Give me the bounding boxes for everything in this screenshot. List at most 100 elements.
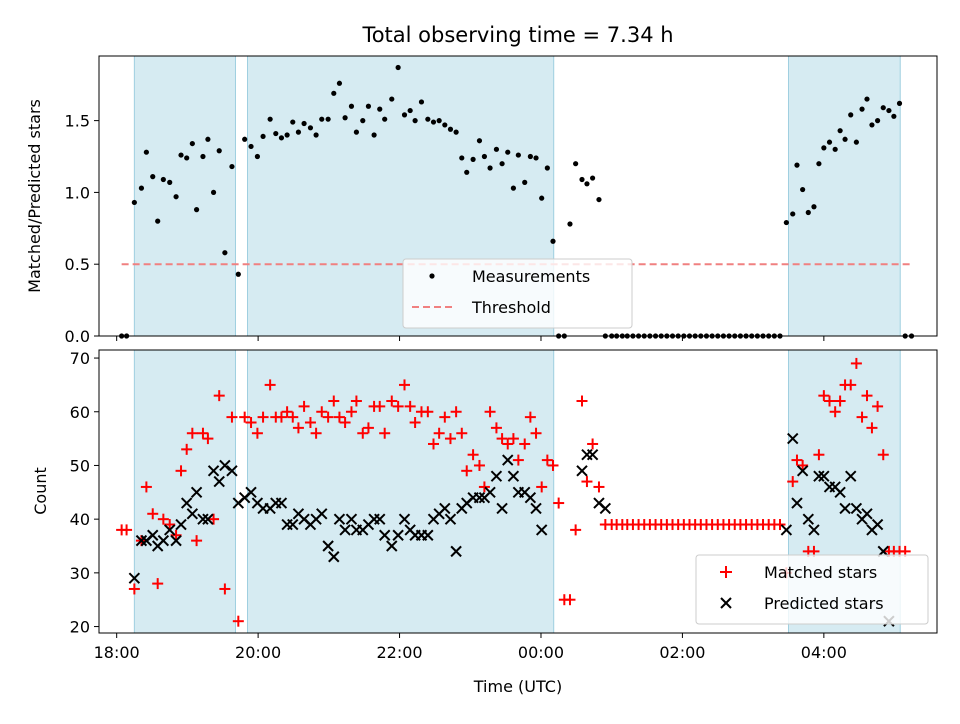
measurement-point: [401, 112, 408, 118]
measurement-point: [567, 221, 573, 227]
matched-star-point: [797, 459, 809, 471]
measurement-point: [842, 136, 848, 142]
bottom-y-ticks: 20 30 40 50 60 70: [70, 349, 99, 637]
predicted-star-point: [871, 518, 884, 531]
measurement-point: [481, 153, 488, 160]
predicted-star-point: [245, 486, 257, 499]
measurement-point: [184, 155, 190, 161]
matched-star-point: [322, 411, 334, 423]
measurement-point: [896, 100, 903, 106]
legend-matched-label: Matched stars: [764, 563, 877, 582]
measurement-point: [205, 136, 211, 142]
measurement-point: [395, 64, 401, 71]
predicted-star-point: [861, 508, 873, 520]
matched-star-point: [507, 433, 519, 445]
measurement-point: [407, 107, 413, 114]
predicted-star-point: [386, 540, 398, 552]
bottom-panel: 20 30 40 50 60 70 18:00 20:00 22:00 00:00 02:00 04…: [31, 349, 938, 696]
x-tick-label: 02:00: [659, 643, 705, 662]
measurement-point: [510, 185, 517, 191]
matched-star-point: [536, 481, 548, 493]
measurement-point: [821, 145, 827, 151]
measurement-point: [826, 139, 833, 145]
matched-star-point: [219, 583, 231, 595]
measurement-point: [389, 96, 395, 102]
matched-star-point: [866, 422, 878, 434]
measurement-point: [837, 128, 843, 134]
predicted-star-point: [787, 432, 799, 445]
chart-title: Total observing time = 7.34 h: [361, 23, 673, 47]
matched-star-point: [339, 416, 351, 428]
measurement-point: [336, 80, 343, 86]
predicted-star-point: [213, 475, 225, 488]
matched-star-point: [422, 406, 434, 418]
matched-star-point: [409, 416, 421, 428]
bottom-legend: Matched stars Predicted stars: [695, 554, 929, 625]
matched-star-point: [872, 400, 884, 412]
measurement-point: [173, 194, 179, 200]
matched-star-point: [524, 411, 536, 423]
top-panel: 0.0 0.5 1.0 1.5 Total observing time = 7.34…: [25, 23, 938, 346]
measurement-point: [382, 116, 388, 122]
predicted-star-point: [164, 524, 176, 536]
matched-star-point: [791, 454, 803, 466]
measurement-point: [348, 103, 355, 109]
measurement-point: [360, 118, 366, 124]
measurement-point: [447, 126, 454, 132]
measurement-point: [573, 161, 579, 167]
measurement-point: [499, 161, 505, 167]
measurement-point: [853, 139, 859, 145]
matched-star-point: [202, 433, 214, 445]
predicted-star-point: [219, 459, 231, 472]
measurement-point: [284, 132, 290, 138]
predicted-star-point: [180, 497, 193, 509]
matched-star-point: [287, 411, 299, 423]
matched-star-point: [553, 497, 565, 509]
measurement-point: [371, 132, 377, 138]
predicted-star-point: [473, 491, 486, 504]
x-tick-label: 20:00: [235, 643, 281, 662]
matched-star-point: [593, 481, 605, 493]
matched-star-point: [208, 513, 220, 525]
matched-star-point: [427, 438, 439, 450]
predicted-star-point: [796, 465, 809, 477]
matched-star-point: [444, 433, 456, 445]
measurement-point: [816, 161, 822, 167]
matched-star-point: [275, 411, 287, 423]
x-axis-label: Time (UTC): [473, 677, 562, 696]
predicted-star-point: [392, 529, 404, 541]
predicted-star-point: [535, 524, 548, 536]
measurement-point: [425, 116, 431, 122]
measurement-point: [493, 146, 500, 152]
predicted-star-point: [170, 534, 182, 547]
matched-star-point: [576, 395, 588, 407]
measurement-point: [832, 146, 838, 152]
matched-star-point: [281, 406, 293, 418]
measurement-point: [267, 116, 273, 122]
measurement-point: [377, 106, 383, 112]
predicted-star-point: [524, 491, 537, 504]
measurement-point: [891, 113, 897, 119]
matched-star-point: [157, 513, 169, 525]
measurement-point: [436, 118, 442, 124]
predicted-star-point: [490, 470, 503, 482]
measurement-point: [533, 155, 539, 161]
predicted-star-point: [333, 513, 346, 525]
predicted-star-point: [197, 513, 209, 525]
measurement-point: [874, 118, 881, 124]
matched-star-point: [496, 433, 508, 445]
measurement-point: [590, 175, 596, 181]
matched-star-point: [824, 395, 836, 407]
measurement-point: [550, 238, 556, 244]
matched-star-point: [213, 390, 225, 402]
measurement-point: [365, 103, 372, 109]
measurement-point: [584, 181, 590, 187]
x-tick-label: 22:00: [376, 643, 422, 662]
bottom-y-tick-label: 20: [70, 618, 90, 637]
predicted-star-point: [818, 470, 830, 482]
predicted-star-point: [791, 497, 803, 509]
measurement-point: [260, 133, 266, 140]
shaded-interval: [787, 55, 901, 337]
measurement-point: [800, 186, 806, 193]
